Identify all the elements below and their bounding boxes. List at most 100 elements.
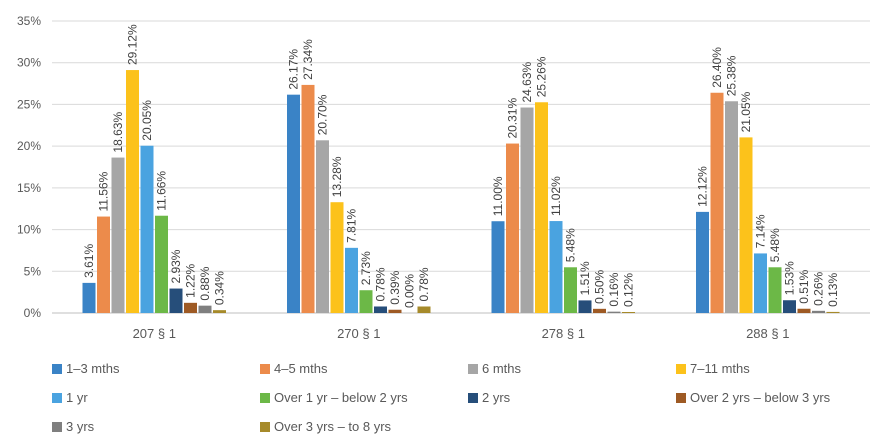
data-label: 25.26%: [535, 56, 549, 97]
legend-swatch: [676, 393, 686, 403]
bar: [82, 282, 96, 313]
data-label: 20.70%: [316, 94, 330, 135]
legend-swatch: [52, 364, 62, 374]
data-label: 0.39%: [388, 270, 402, 304]
y-tick-label: 35%: [17, 14, 41, 28]
category-label: 270 § 1: [337, 326, 380, 341]
bar: [345, 247, 358, 313]
data-label: 0.00%: [403, 274, 417, 308]
bar: [374, 306, 387, 313]
legend-label: 3 yrs: [66, 419, 95, 434]
bar: [622, 311, 635, 313]
bar: [198, 305, 212, 313]
bar: [710, 92, 724, 314]
legend-swatch: [260, 393, 270, 403]
data-label: 2.93%: [169, 249, 183, 283]
legend-swatch: [676, 364, 686, 374]
data-label: 1.22%: [184, 263, 198, 297]
data-label: 11.00%: [491, 176, 505, 216]
y-tick-label: 15%: [17, 181, 41, 195]
bar: [607, 311, 621, 313]
gridlines: [52, 20, 870, 314]
legend-item: 3 yrs: [52, 419, 95, 434]
bar: [287, 94, 300, 314]
data-label: 2.73%: [359, 251, 373, 285]
legend-item: 1–3 mths: [52, 361, 120, 376]
data-label: 25.38%: [725, 55, 739, 96]
legend-item: 2 yrs: [468, 390, 511, 405]
bar: [330, 202, 344, 313]
y-tick-label: 20%: [17, 139, 41, 153]
data-label: 13.28%: [330, 156, 344, 197]
data-label: 3.61%: [82, 244, 96, 278]
legend-swatch: [260, 422, 270, 432]
bar: [725, 101, 738, 313]
bar: [140, 145, 154, 313]
bar: [491, 221, 505, 313]
bars: [82, 70, 840, 314]
y-tick-label: 25%: [17, 97, 41, 111]
data-label: 0.16%: [607, 272, 621, 306]
bar: [826, 311, 840, 313]
bar: [126, 70, 139, 313]
legend-label: 2 yrs: [482, 390, 511, 405]
bar: [520, 107, 534, 313]
data-label: 7.14%: [754, 214, 768, 248]
legend-swatch: [52, 422, 62, 432]
data-label: 21.05%: [739, 91, 753, 132]
data-label: 11.66%: [155, 171, 169, 211]
data-label: 20.05%: [140, 100, 154, 141]
legend-item: Over 1 yr – below 2 yrs: [260, 390, 408, 405]
bar: [812, 310, 825, 313]
data-label: 24.63%: [520, 61, 534, 102]
data-labels: 3.61% 11.56% 18.63% 29.12% 20.05% 11.66% 2.93%…: [82, 24, 840, 308]
bar: [155, 215, 168, 313]
category-label: 278 § 1: [542, 326, 585, 341]
bar: [359, 290, 373, 313]
data-label: 26.40%: [710, 47, 724, 88]
bar: [213, 310, 226, 313]
data-label: 18.63%: [111, 112, 125, 153]
data-label: 0.51%: [797, 269, 811, 303]
data-label: 0.78%: [417, 267, 431, 301]
data-label: 5.48%: [768, 228, 782, 262]
legend-item: 7–11 mths: [676, 361, 750, 376]
data-label: 20.31%: [506, 98, 520, 139]
data-label: 0.26%: [812, 271, 826, 305]
bar: [797, 308, 811, 313]
bar: [301, 84, 315, 314]
data-label: 7.81%: [345, 208, 359, 242]
legend-swatch: [468, 364, 478, 374]
data-label: 11.56%: [97, 171, 111, 211]
bar: [388, 309, 402, 313]
data-label: 1.51%: [578, 261, 592, 295]
legend-swatch: [52, 393, 62, 403]
data-label: 11.02%: [549, 176, 563, 216]
legend-item: Over 3 yrs – to 8 yrs: [260, 419, 392, 434]
bar: [111, 157, 125, 313]
bar: [535, 102, 548, 313]
y-axis: 0% 5% 10% 15% 20% 25% 30% 35%: [17, 14, 41, 320]
legend-item: Over 2 yrs – below 3 yrs: [676, 390, 831, 405]
legend-label: 1 yr: [66, 390, 88, 405]
data-label: 0.50%: [593, 269, 607, 303]
legend: 1–3 mths 4–5 mths 6 mths 7–11 mths 1 yr Over …: [52, 361, 831, 434]
bar: [593, 308, 606, 313]
bar: [564, 267, 577, 313]
bar: [768, 267, 782, 313]
y-tick-label: 0%: [24, 306, 42, 320]
legend-label: Over 1 yr – below 2 yrs: [274, 390, 408, 405]
data-label: 0.13%: [826, 273, 840, 307]
legend-swatch: [468, 393, 478, 403]
data-label: 1.53%: [783, 261, 797, 295]
bar: [316, 140, 329, 313]
legend-label: 6 mths: [482, 361, 522, 376]
x-axis: 207 § 1 270 § 1 278 § 1 288 § 1: [133, 326, 790, 341]
bar: [184, 302, 197, 313]
bar: [739, 137, 753, 313]
category-label: 288 § 1: [746, 326, 789, 341]
bar: [169, 288, 183, 313]
legend-label: 4–5 mths: [274, 361, 328, 376]
legend-item: 4–5 mths: [260, 361, 328, 376]
